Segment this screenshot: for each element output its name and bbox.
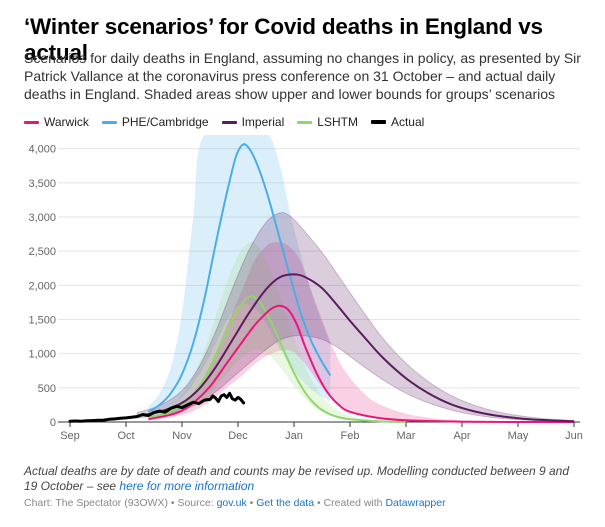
- legend-item-lshtm: LSHTM: [297, 115, 358, 129]
- line-actual: [68, 391, 246, 423]
- legend-item-phe: PHE/Cambridge: [101, 115, 209, 129]
- footer-chart-label: Chart: The Spectator (93OWX): [24, 497, 168, 509]
- legend: Warwick PHE/Cambridge Imperial LSHTM Act…: [24, 114, 437, 130]
- x-tick-label-7: Apr: [453, 430, 470, 442]
- legend-swatch-lshtm: [297, 120, 313, 124]
- line-phe: [147, 143, 332, 413]
- y-tick-label-3: 1,500: [28, 315, 56, 327]
- legend-swatch-imperial: [221, 120, 237, 124]
- notes-text: Actual deaths are by date of death and c…: [24, 464, 570, 493]
- y-tick-label-7: 3,500: [28, 178, 56, 190]
- line-warwick: [148, 304, 575, 424]
- line-chart: 0 500 1,000 1,500 2,000 2,500 3,000 3,500 4,000 S…: [28, 135, 583, 442]
- band-lshtm: [148, 241, 406, 422]
- chart-subtitle: Scenarios for daily deaths in England, a…: [24, 50, 581, 102]
- line-imperial: [137, 273, 575, 423]
- y-tick-label-0: 0: [50, 417, 56, 429]
- footer-created-label: Created with: [323, 497, 386, 509]
- x-tick-label-4: Jan: [285, 430, 303, 442]
- x-tick-label-8: May: [508, 430, 529, 442]
- notes-link[interactable]: here for more information: [119, 479, 255, 493]
- legend-swatch-warwick: [24, 120, 39, 124]
- legend-label-imperial: Imperial: [241, 115, 285, 129]
- x-tick-label-9: Jun: [565, 430, 583, 442]
- footer-sep-1: •: [167, 497, 178, 509]
- footer-sep-3: •: [314, 497, 324, 509]
- x-tick-label-0: Sep: [60, 430, 80, 442]
- x-tick-label-3: Dec: [228, 430, 248, 442]
- legend-swatch-actual: [370, 120, 386, 124]
- y-tick-label-8: 4,000: [28, 144, 56, 156]
- chart-title: ‘Winter scenarios’ for Covid deaths in E…: [24, 14, 543, 65]
- legend-swatch-phe: [101, 120, 117, 124]
- y-tick-label-2: 1,000: [28, 349, 56, 361]
- legend-item-actual: Actual: [370, 115, 425, 129]
- footer-created-link[interactable]: Datawrapper: [385, 497, 446, 509]
- y-tick-label-5: 2,500: [28, 246, 56, 258]
- legend-item-warwick: Warwick: [24, 115, 89, 129]
- x-tick-label-5: Feb: [341, 430, 360, 442]
- y-tick-label-6: 3,000: [28, 212, 56, 224]
- y-tick-label-1: 500: [38, 383, 56, 395]
- legend-label-lshtm: LSHTM: [317, 115, 358, 129]
- band-phe: [148, 135, 331, 416]
- legend-label-phe: PHE/Cambridge: [121, 115, 209, 129]
- legend-item-imperial: Imperial: [221, 115, 285, 129]
- footer-sep-2: •: [246, 497, 257, 509]
- legend-label-warwick: Warwick: [44, 115, 89, 129]
- x-tick-label-6: Mar: [397, 430, 416, 442]
- footer-source-label: Source:: [177, 497, 217, 509]
- chart-footer: Chart: The Spectator (93OWX) • Source: g…: [24, 497, 446, 509]
- band-imperial: [136, 212, 575, 423]
- line-lshtm: [148, 295, 407, 423]
- footer-source-link[interactable]: gov.uk: [216, 497, 247, 509]
- x-tick-label-2: Nov: [172, 430, 192, 442]
- footer-data-link[interactable]: Get the data: [256, 497, 315, 509]
- y-tick-label-4: 2,000: [28, 280, 56, 292]
- chart-notes: Actual deaths are by date of death and c…: [24, 464, 584, 494]
- legend-label-actual: Actual: [390, 115, 425, 129]
- band-warwick: [148, 242, 574, 423]
- x-tick-label-1: Oct: [117, 430, 134, 442]
